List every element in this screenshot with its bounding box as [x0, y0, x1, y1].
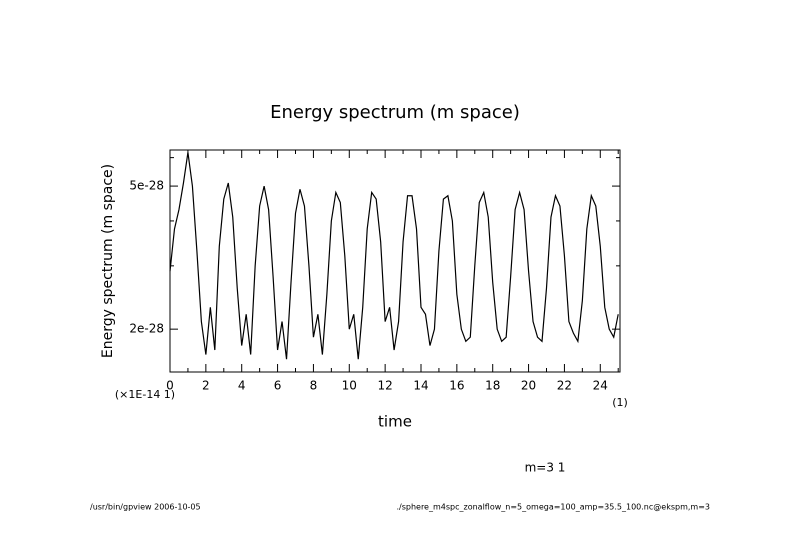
y-axis-label: Energy spectrum (m space) — [100, 164, 116, 358]
x-tick-label: 14 — [413, 379, 428, 393]
x-axis-label: time — [378, 413, 412, 431]
x-tick-label: 12 — [377, 379, 392, 393]
x-unit: (1) — [612, 396, 628, 409]
footer-right: ./sphere_m4spc_zonalflow_n=5_omega=100_a… — [396, 503, 710, 512]
y-tick-label: 5e-28 — [129, 179, 164, 193]
x-tick-label: 18 — [485, 379, 500, 393]
x-tick-label: 16 — [449, 379, 464, 393]
x-tick-label: 0 — [166, 379, 174, 393]
x-tick-label: 2 — [202, 379, 210, 393]
x-tick-label: 20 — [521, 379, 536, 393]
annotation: m=3 1 — [525, 461, 566, 475]
x-scale-note: (×1E-14 1) — [115, 388, 175, 401]
plot-frame — [169, 149, 621, 373]
x-tick-label: 4 — [238, 379, 246, 393]
y-tick-label: 2e-28 — [129, 322, 164, 336]
x-tick-label: 22 — [557, 379, 572, 393]
x-tick-label: 8 — [310, 379, 318, 393]
x-tick-label: 24 — [593, 379, 608, 393]
x-tick-label: 6 — [274, 379, 282, 393]
chart-title: Energy spectrum (m space) — [270, 102, 520, 123]
x-tick-label: 10 — [342, 379, 357, 393]
footer-left: /usr/bin/gpview 2006-10-05 — [90, 503, 201, 512]
data-line — [169, 152, 619, 360]
